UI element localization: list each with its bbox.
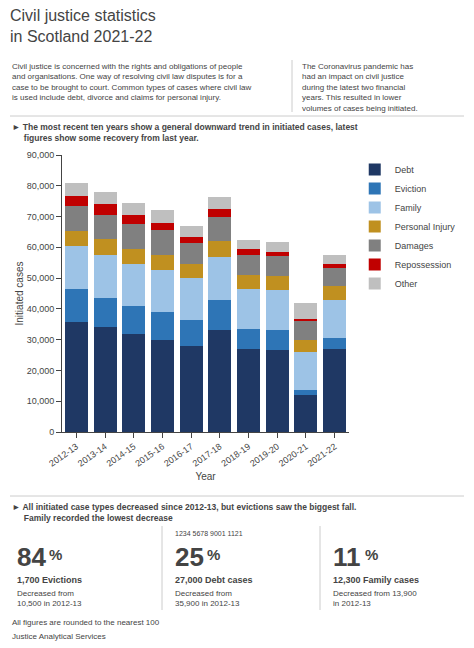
svg-text:27,000 Debt cases: 27,000 Debt cases — [175, 575, 253, 585]
svg-text:50,000: 50,000 — [27, 273, 55, 283]
svg-text:1,700 Evictions: 1,700 Evictions — [17, 575, 82, 585]
svg-text:25: 25 — [175, 542, 204, 572]
svg-text:Debt: Debt — [395, 165, 415, 175]
svg-text:%: % — [49, 546, 62, 563]
svg-text:Other: Other — [395, 279, 418, 289]
svg-text:%: % — [365, 546, 378, 563]
svg-text:► All initiated case types dec: ► All initiated case types decreased sin… — [12, 502, 356, 523]
svg-text:Year: Year — [195, 471, 216, 482]
svg-text:Initiated cases: Initiated cases — [14, 262, 25, 326]
svg-text:Civil justice is concerned wit: Civil justice is concerned with the righ… — [12, 62, 251, 102]
svg-text:10,000: 10,000 — [27, 396, 55, 406]
svg-text:30,000: 30,000 — [27, 335, 55, 345]
svg-text:Decreased from10,500 in 2012-1: Decreased from10,500 in 2012-13 — [17, 589, 82, 608]
svg-text:2019-20: 2019-20 — [248, 441, 281, 468]
svg-text:Damages: Damages — [395, 241, 434, 251]
svg-text:2013-14: 2013-14 — [76, 441, 109, 468]
svg-text:Family: Family — [395, 203, 422, 213]
svg-text:Eviction: Eviction — [395, 184, 427, 194]
svg-text:80,000: 80,000 — [27, 181, 55, 191]
svg-text:11: 11 — [333, 542, 361, 572]
svg-text:Decreased from35,900 in 2012-1: Decreased from35,900 in 2012-13 — [175, 589, 240, 608]
svg-text:20,000: 20,000 — [27, 366, 55, 376]
svg-text:Personal Injury: Personal Injury — [395, 222, 456, 232]
svg-text:2016-17: 2016-17 — [162, 441, 195, 468]
svg-text:Civil justice statisticsin Sco: Civil justice statisticsin Scotland 2021… — [10, 7, 156, 45]
svg-text:60,000: 60,000 — [27, 242, 55, 252]
svg-text:2018-19: 2018-19 — [219, 441, 252, 468]
svg-text:2014-15: 2014-15 — [105, 441, 138, 468]
svg-text:2012-13: 2012-13 — [47, 441, 80, 468]
svg-text:84: 84 — [17, 542, 46, 572]
svg-text:All figures are rounded to the: All figures are rounded to the nearest 1… — [12, 618, 160, 627]
svg-text:Justice Analytical Services: Justice Analytical Services — [12, 632, 106, 641]
svg-text:2021-22: 2021-22 — [306, 441, 339, 468]
svg-text:2015-16: 2015-16 — [133, 441, 166, 468]
svg-text:90,000: 90,000 — [27, 150, 55, 160]
svg-text:► The most recent ten years sh: ► The most recent ten years show a gener… — [12, 122, 358, 143]
svg-text:%: % — [207, 546, 220, 563]
svg-text:12,300 Family cases: 12,300 Family cases — [333, 575, 419, 585]
svg-text:2020-21: 2020-21 — [277, 441, 310, 468]
svg-text:Repossession: Repossession — [395, 260, 452, 270]
svg-text:1234 5678 9001 1121: 1234 5678 9001 1121 — [175, 530, 243, 537]
svg-text:40,000: 40,000 — [27, 304, 55, 314]
svg-text:Decreased from 13,900in 2012-1: Decreased from 13,900in 2012-13 — [333, 589, 417, 608]
svg-text:The Coronavirus pandemic hasha: The Coronavirus pandemic hashad an impac… — [302, 62, 418, 113]
svg-text:0: 0 — [49, 427, 54, 437]
svg-text:2017-18: 2017-18 — [191, 441, 224, 468]
svg-text:70,000: 70,000 — [27, 212, 55, 222]
